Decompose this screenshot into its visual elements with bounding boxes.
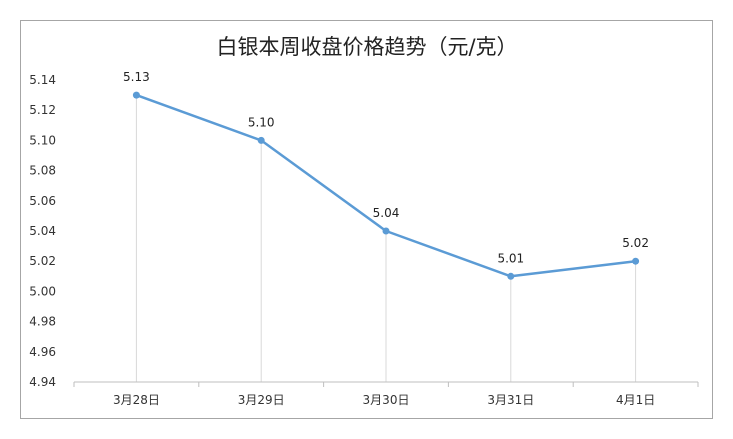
y-tick-label: 5.10: [29, 133, 56, 147]
data-labels: 5.13 5.10 5.04 5.01 5.02: [123, 70, 649, 265]
y-tick-label: 4.96: [29, 345, 56, 359]
line-chart: 白银本周收盘价格趋势（元/克） 4.94 4.96 4.98 5.00 5.02 5.04…: [20, 20, 713, 419]
chart-border: [20, 20, 713, 419]
data-point: [132, 91, 140, 99]
x-tick-label: 4月1日: [616, 393, 655, 407]
y-tick-label: 5.00: [29, 284, 56, 298]
chart-container: 白银本周收盘价格趋势（元/克） 4.94 4.96 4.98 5.00 5.02 5.04…: [20, 20, 713, 419]
y-tick-label: 5.06: [29, 194, 56, 208]
x-tick-label: 3月28日: [113, 393, 160, 407]
drop-lines: [135, 95, 637, 382]
x-tick-label: 3月31日: [487, 393, 534, 407]
y-tick-label: 5.14: [29, 73, 56, 87]
y-tick-label: 4.94: [29, 375, 56, 389]
y-tick-label: 5.08: [29, 164, 56, 178]
y-tick-label: 5.02: [29, 254, 56, 268]
series-line-group: [132, 91, 640, 280]
x-tick-label: 3月29日: [238, 393, 285, 407]
data-point: [382, 227, 390, 235]
data-label: 5.02: [622, 236, 649, 250]
y-tick-label: 5.04: [29, 224, 56, 238]
data-point: [507, 272, 515, 280]
x-axis: 3月28日 3月29日 3月30日 3月31日 4月1日: [73, 381, 699, 407]
data-label: 5.01: [497, 251, 524, 265]
y-tick-label: 4.98: [29, 315, 56, 329]
data-point: [257, 136, 265, 144]
chart-title: 白银本周收盘价格趋势（元/克）: [216, 35, 517, 59]
data-label: 5.10: [248, 115, 275, 129]
x-tick-label: 3月30日: [363, 393, 410, 407]
y-tick-label: 5.12: [29, 103, 56, 117]
y-axis: 4.94 4.96 4.98 5.00 5.02 5.04 5.06 5.08 5.10 5.12…: [29, 73, 56, 389]
data-point: [632, 257, 640, 265]
data-label: 5.04: [373, 206, 400, 220]
data-label: 5.13: [123, 70, 150, 84]
